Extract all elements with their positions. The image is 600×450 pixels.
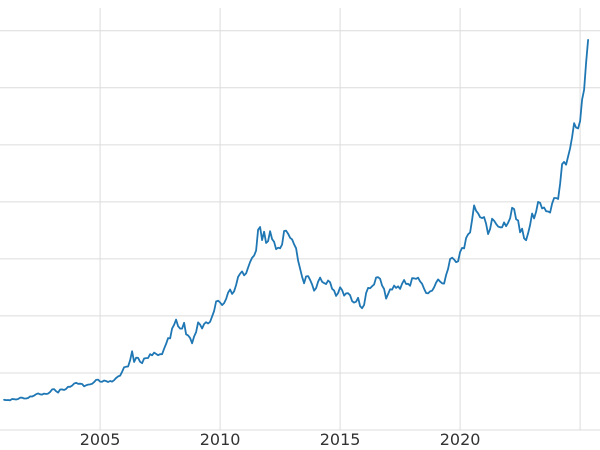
x-tick-label: 2020 <box>440 430 481 449</box>
x-tick-label: 2005 <box>80 430 121 449</box>
x-tick-label: 2010 <box>200 430 241 449</box>
x-tick-label: 2015 <box>320 430 361 449</box>
price-line <box>3 39 589 402</box>
